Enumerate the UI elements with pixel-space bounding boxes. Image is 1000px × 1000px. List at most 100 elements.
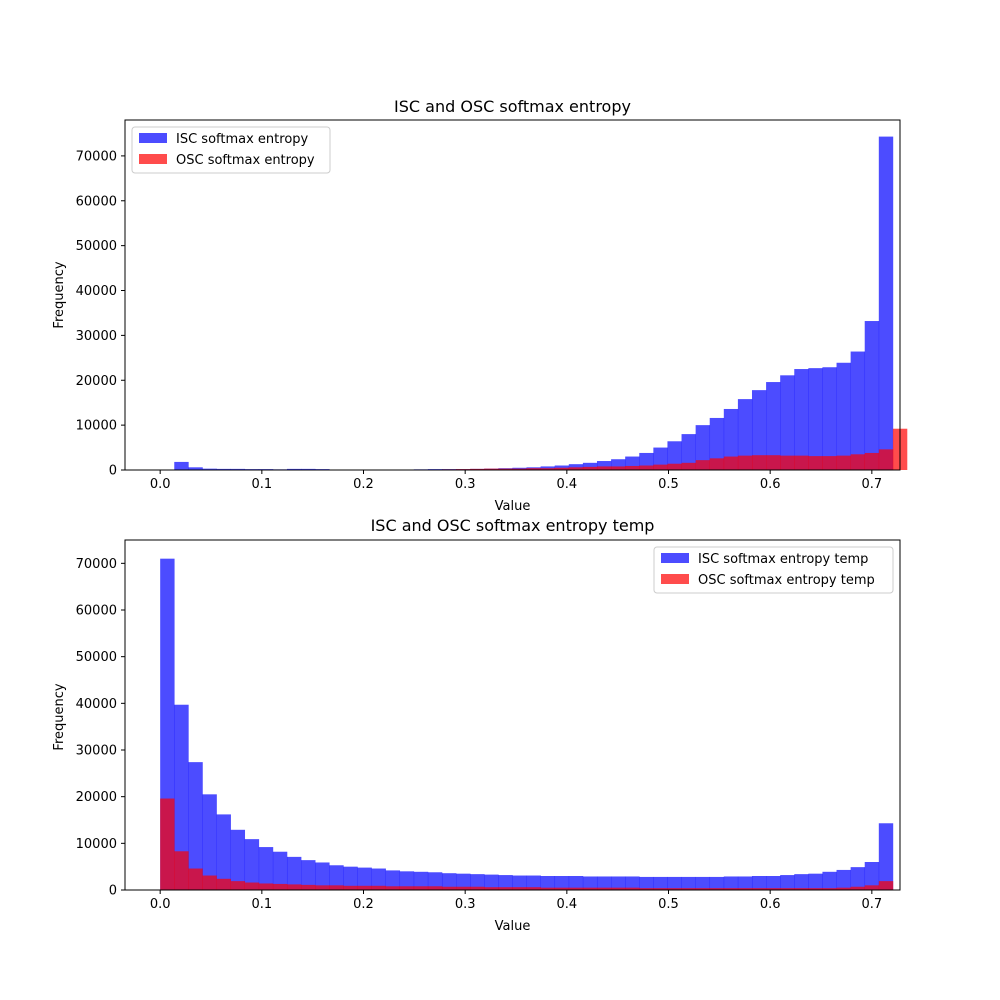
x-tick-label: 0.6 [760, 897, 781, 912]
histogram-bar [286, 884, 302, 890]
histogram-bar [822, 367, 837, 470]
histogram-bar [470, 886, 485, 890]
histogram-bar [695, 425, 711, 470]
x-tick-label: 0.4 [556, 897, 577, 912]
histogram-bar [667, 463, 682, 470]
histogram-bar [399, 886, 415, 890]
histogram-bar [695, 888, 711, 890]
histogram-bar [188, 467, 203, 470]
histogram-bar [864, 452, 880, 470]
legend: ISC softmax entropy OSC softmax entropy [131, 126, 331, 174]
histogram-bar [399, 871, 415, 890]
histogram-bar [174, 461, 189, 470]
legend-swatch-isc [139, 133, 167, 143]
histogram-bar [498, 887, 513, 890]
histogram-bar [751, 888, 767, 890]
legend-label-osc: OSC softmax entropy temp [698, 573, 875, 588]
x-tick-label: 0.0 [150, 897, 171, 912]
histogram-bar [301, 468, 316, 470]
legend-frame [653, 546, 894, 594]
histogram-bar [554, 467, 570, 470]
histogram-bar [484, 887, 499, 890]
histogram-bar [780, 375, 795, 470]
histogram-bar [808, 873, 823, 890]
histogram-bar [653, 888, 668, 890]
histogram-bar [794, 369, 809, 470]
histogram-bar [456, 886, 471, 890]
histogram-bar [188, 762, 203, 890]
histogram-bar [653, 447, 668, 470]
histogram-bar [723, 408, 739, 470]
y-tick-label: 10000 [76, 837, 117, 852]
histogram-bar [836, 887, 851, 890]
subplot-softmax-entropy: ISC and OSC softmax entropy 0.0 0.1 0.2 0.3… [52, 97, 908, 514]
histogram-bar [484, 468, 499, 470]
histogram-bar [568, 464, 584, 470]
histogram-bar [441, 873, 457, 890]
histogram-bar [568, 876, 584, 890]
histogram-bar [540, 468, 556, 470]
histogram-bar [216, 814, 231, 890]
histogram-bar [301, 884, 316, 890]
histogram-bar [357, 867, 372, 890]
x-tick-label: 0.6 [760, 477, 781, 492]
histogram-bar [878, 881, 894, 890]
histogram-bar [653, 464, 668, 470]
y-tick-label: 50000 [76, 239, 117, 254]
histogram-bar [470, 874, 485, 890]
x-tick-label: 0.2 [353, 477, 374, 492]
histogram-bar [695, 876, 711, 890]
histogram-bar [822, 456, 837, 470]
histogram-bar [808, 368, 823, 470]
histogram-bar [230, 881, 246, 890]
bars-group [160, 558, 894, 890]
histogram-bar [371, 868, 386, 890]
histogram-bar [470, 468, 485, 470]
y-axis-label: Frequency [52, 683, 67, 750]
histogram-bar [709, 417, 725, 470]
histogram-bar [202, 875, 217, 890]
histogram-bar [709, 458, 725, 470]
histogram-bar [540, 466, 556, 470]
histogram-bar [864, 321, 880, 470]
x-tick-label: 0.3 [455, 477, 476, 492]
histogram-bar [315, 885, 330, 890]
histogram-bar [301, 860, 316, 890]
histogram-bar [554, 465, 570, 470]
histogram-bar [723, 876, 739, 890]
histogram-bar [526, 875, 541, 890]
histogram-bar [639, 876, 654, 890]
x-axis-label: Value [495, 919, 531, 934]
histogram-bar [540, 876, 556, 890]
histogram-bar [780, 875, 795, 890]
histogram-bar [766, 382, 781, 470]
histogram-bar [850, 454, 866, 470]
histogram-bar [850, 867, 866, 890]
histogram-bar [596, 887, 612, 890]
x-tick-label: 0.0 [150, 477, 171, 492]
histogram-bar [737, 888, 753, 890]
legend-label-osc: OSC softmax entropy [176, 153, 315, 168]
histogram-bar [230, 468, 246, 470]
histogram-bar [639, 888, 654, 890]
histogram-bar [611, 466, 626, 470]
histogram-bar [343, 866, 358, 890]
histogram-bar [850, 351, 866, 470]
y-tick-label: 30000 [76, 329, 117, 344]
histogram-bar [751, 876, 767, 890]
x-axis-ticks: 0.0 0.1 0.2 0.3 0.4 0.5 0.6 0.7 [150, 890, 882, 912]
histogram-bar [202, 468, 217, 470]
histogram-bar [723, 888, 739, 890]
histogram-bar [427, 886, 443, 890]
histogram-bar [568, 467, 584, 470]
histogram-bar [766, 876, 781, 890]
histogram-bar [625, 876, 640, 890]
histogram-bar [878, 449, 894, 470]
histogram-bar [244, 882, 260, 890]
y-tick-label: 40000 [76, 697, 117, 712]
histogram-bar [329, 885, 344, 890]
histogram-bar [667, 876, 682, 890]
histogram-bar [836, 869, 851, 890]
histogram-bar [216, 878, 231, 890]
